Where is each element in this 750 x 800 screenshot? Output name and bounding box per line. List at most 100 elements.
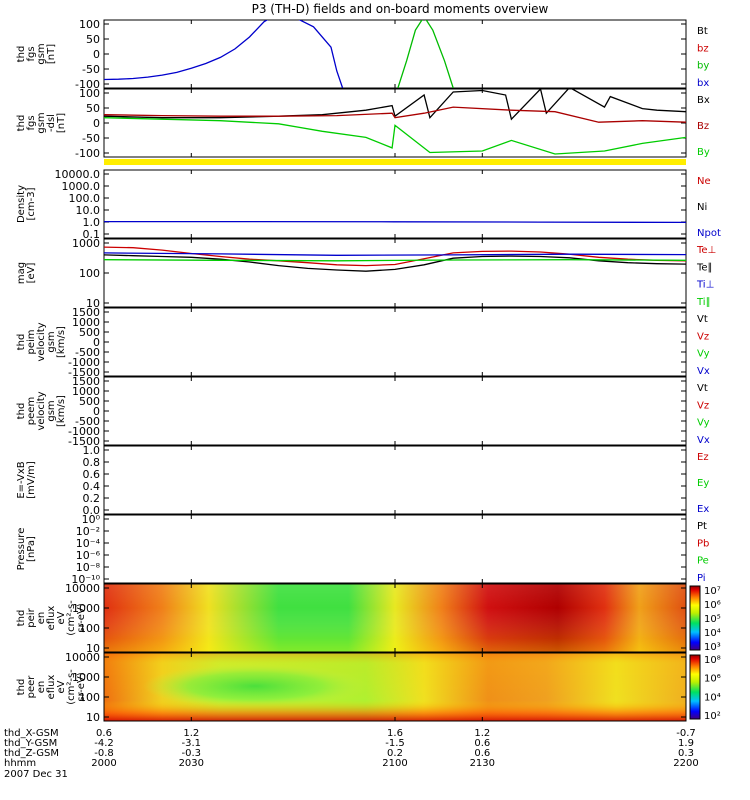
efield-ylabel: E=-VxB — [16, 461, 27, 498]
fgs_dsl-ylabel: -dsl — [46, 114, 57, 132]
efield-ytick-label: 0.0 — [83, 504, 101, 517]
efield-legend-ez: Ez — [697, 452, 709, 463]
peir-colorbar-tick: 10⁵ — [704, 614, 721, 625]
peir-colorbar-tick: 10⁶ — [704, 600, 721, 611]
efield-ytick-label: 0.6 — [83, 468, 101, 481]
fgs_dsl-ylabel: thd — [16, 115, 27, 132]
peer-colorbar — [689, 654, 701, 720]
temp-panel: 1000 100 10 mag [eV] Te⊥ Te∥ Ti⊥ Ti∥ — [16, 237, 716, 310]
density-series-npot — [104, 220, 686, 224]
peim-ytick-label: 500 — [79, 326, 100, 339]
temp-ylabel: [eV] — [26, 263, 37, 284]
xaxis-row-value: 2000 — [91, 758, 116, 769]
peir-colorbar — [689, 585, 701, 651]
pressure-legend-pe: Pe — [697, 556, 709, 567]
peir-heatmap — [104, 584, 686, 652]
fgs-ylabel: thd — [16, 46, 27, 63]
peer-colorbar-tick: 10⁴ — [704, 692, 721, 703]
peem-ytick-label: 1500 — [72, 375, 100, 388]
xaxis-row-value: -0.3 — [182, 748, 202, 759]
peir-ylabel: en — [36, 612, 47, 625]
peim-ytick-label: 0 — [93, 336, 100, 349]
peim-ylabel: thd — [16, 334, 27, 351]
pressure-ytick-label: 10⁻⁶ — [76, 549, 101, 562]
fgs_dsl-ytick-label: 100 — [79, 87, 100, 100]
peem-legend-vz: Vz — [697, 400, 709, 411]
fgs_dsl-series-group — [104, 89, 686, 155]
density-ytick-label: 1000.0 — [62, 180, 101, 193]
peer-ylabel: eV — [56, 680, 67, 693]
density-ytick-label: 0.1 — [83, 228, 101, 241]
plot-title: P3 (TH-D) fields and on-board moments ov… — [252, 2, 549, 16]
fgs-legend-bx: bx — [697, 78, 709, 89]
pressure-legend-pt: Pt — [697, 521, 707, 532]
peem-ytick-label: 1000 — [72, 385, 100, 398]
peem-legend-vx: Vx — [697, 435, 710, 446]
pressure-ytick-label: 10⁻⁸ — [76, 561, 101, 574]
peim-ytick-label: 1000 — [72, 316, 100, 329]
temp-ytick-label: 1000 — [72, 237, 100, 250]
efield-ylabel: [mV/m] — [26, 461, 37, 499]
xaxis-row-label: thd_X-GSM — [4, 728, 59, 739]
peim-ylabel: velocity — [36, 322, 47, 361]
temp-legend-ti∥: Ti∥ — [696, 297, 711, 308]
xaxis-row-value: 0.6 — [474, 748, 490, 759]
pressure-ytick-label: 10⁰ — [82, 513, 101, 526]
xaxis-row-value: 0.2 — [387, 748, 403, 759]
fgs-ylabel: gsm — [36, 43, 47, 64]
fgs_dsl-ylabel: [nT] — [56, 113, 67, 133]
xaxis-row-label: thd_Y-GSM — [4, 738, 57, 749]
peem-ytick-label: 0 — [93, 405, 100, 418]
xaxis-row-value: 0.6 — [96, 728, 112, 739]
fgs_dsl-ylabel: fgs — [26, 115, 37, 130]
fgs-panel: 100 50 0 -50 -100 thd fgs gsm [nT] Bt bz by bx — [16, 18, 709, 91]
peem-frame — [103, 376, 687, 446]
peem-ylabel: velocity — [36, 391, 47, 430]
xaxis-row-value: -1.5 — [385, 738, 405, 749]
peer-colorbar-tick: 10⁶ — [704, 674, 721, 685]
fgs-frame — [103, 19, 687, 89]
fgs-legend-by: by — [697, 61, 709, 72]
peem-ylabel: [km/s] — [56, 395, 67, 427]
density-ylabel: Density — [16, 185, 27, 223]
density-ytick-label: 10.0 — [76, 204, 101, 217]
fgs_dsl-legend-by: By — [697, 147, 710, 158]
efield-ytick-label: 0.2 — [83, 492, 101, 505]
pressure-legend-pi: Pi — [697, 573, 706, 584]
xaxis-row-label: hhmm — [4, 758, 36, 769]
temp-series-ti⊥ — [104, 252, 686, 256]
temp-legend-ti⊥: Ti⊥ — [696, 280, 714, 291]
peir-ylabel: eflux — [46, 606, 57, 631]
density-ytick-label: 100.0 — [69, 192, 101, 205]
peer-ylabel: thd — [16, 679, 27, 696]
quality-flag-bar — [104, 159, 686, 165]
peer-colorbar-tick: 10⁸ — [704, 655, 721, 666]
peer-panel: 10000 1000 100 10 thd peer en eflux eV (cm²-s-sr-… — [16, 651, 721, 724]
peim-frame — [103, 307, 687, 377]
peem-ylabel: thd — [16, 403, 27, 420]
peim-ylabel: [km/s] — [56, 326, 67, 358]
peem-ylabel: gsm — [46, 400, 57, 421]
peim-legend-vt: Vt — [697, 314, 708, 325]
pressure-ytick-label: 10⁻⁴ — [76, 537, 101, 550]
peer-ylabel: (cm²-s- — [66, 669, 77, 705]
peem-legend-vt: Vt — [697, 383, 708, 394]
peem-ylabel: peem — [26, 397, 37, 425]
xaxis-row-value: 0.6 — [474, 738, 490, 749]
peir-ylabel: thd — [16, 610, 27, 627]
fgs_dsl-ylabel: gsm — [36, 112, 47, 133]
pressure-ylabel: [nPa] — [26, 536, 37, 562]
peir-ylabel: eV — [56, 611, 67, 624]
xaxis-row-value: -3.1 — [182, 738, 202, 749]
peir-ytick-label: 10000 — [65, 582, 100, 595]
temp-series-te⊥ — [104, 246, 686, 267]
efield-ytick-label: 0.4 — [83, 480, 101, 493]
xaxis-row-value: 1.9 — [678, 738, 694, 749]
fgs-ylabel: [nT] — [46, 44, 57, 64]
peer-ylabel: eflux — [46, 675, 57, 700]
xaxis-row-value: -0.7 — [676, 728, 696, 739]
peir-colorbar-tick: 10⁷ — [704, 586, 721, 597]
